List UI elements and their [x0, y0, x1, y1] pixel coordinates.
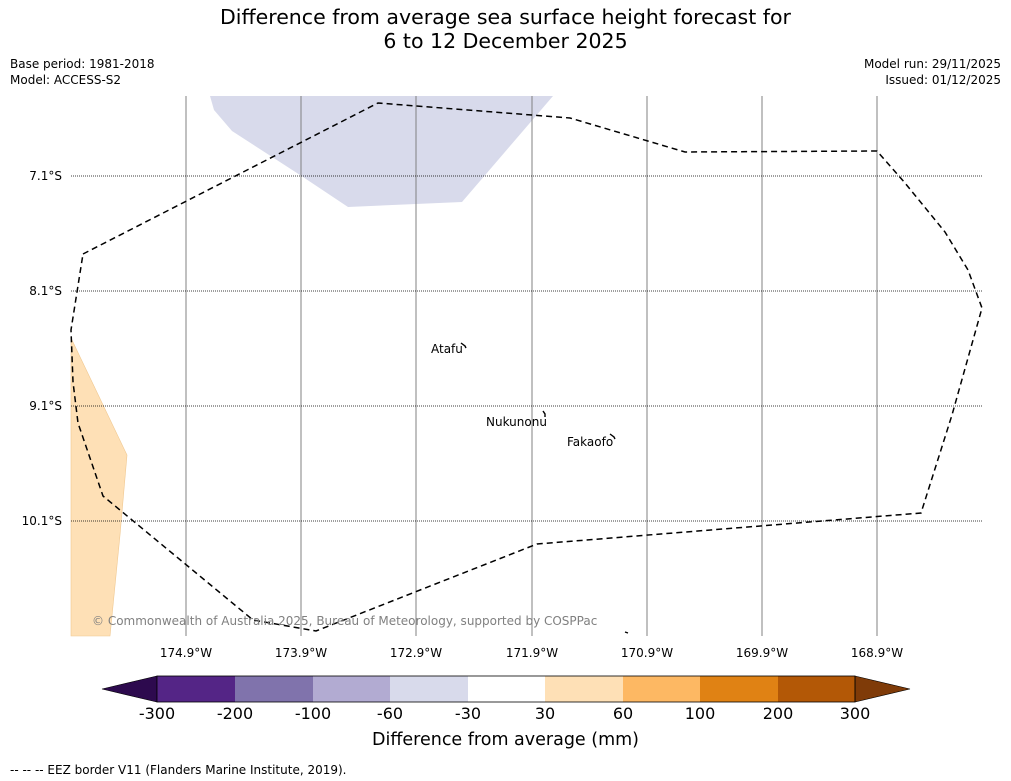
colorbar-tick: 30 [534, 704, 556, 723]
colorbar-tick: -200 [216, 704, 254, 723]
eez-legend-note: -- -- -- EEZ border V11 (Flanders Marine… [10, 763, 347, 777]
latitude-gridlines [71, 175, 982, 522]
atafu-atoll [460, 342, 467, 349]
colorbar-extend-low [101, 675, 158, 703]
colorbar-tick: 200 [762, 704, 794, 723]
base-period: Base period: 1981-2018 [10, 57, 155, 71]
meta-right: Model run: 29/11/2025 Issued: 01/12/2025 [864, 56, 1001, 88]
fakaofo-atoll [609, 433, 616, 440]
model-name: Model: ACCESS-S2 [10, 73, 122, 87]
colorbar-segment [468, 676, 545, 702]
lon-label-173-9: 173.9°W [274, 646, 328, 660]
place-label-nukunonu: Nukunonu [486, 415, 547, 429]
model-run: Model run: 29/11/2025 [863, 57, 1001, 71]
colorbar-tick: 100 [684, 704, 716, 723]
lat-label-10-1: 10.1°S [21, 514, 62, 528]
colorbar-tick: 60 [612, 704, 634, 723]
nukunonu-atoll [542, 410, 546, 417]
lat-label-9-1: 9.1°S [29, 399, 62, 413]
meta-left: Base period: 1981-2018 Model: ACCESS-S2 [10, 56, 155, 88]
swains-island-marker [624, 631, 629, 634]
lon-label-168-9: 168.9°W [850, 646, 904, 660]
eez-border [70, 102, 983, 632]
longitude-gridlines [185, 96, 878, 636]
lon-label-174-9: 174.9°W [159, 646, 213, 660]
issued-date: Issued: 01/12/2025 [885, 73, 1001, 87]
colorbar-tick: -30 [454, 704, 482, 723]
colorbar-segment [545, 676, 623, 702]
colorbar-segment [157, 676, 235, 702]
lon-label-170-9: 170.9°W [620, 646, 674, 660]
title-line-2: 6 to 12 December 2025 [383, 29, 628, 53]
colorbar-tick: -60 [376, 704, 404, 723]
lat-label-7-1: 7.1°S [29, 169, 62, 183]
anomaly-area-negative [210, 96, 553, 207]
colorbar-segment [235, 676, 313, 702]
copyright-notice: © Commonwealth of Australia 2025, Bureau… [92, 614, 598, 628]
colorbar-tick: 300 [839, 704, 871, 723]
place-label-fakaofo: Fakaofo [567, 435, 614, 449]
lat-label-8-1: 8.1°S [29, 284, 62, 298]
colorbar-tick: -300 [138, 704, 176, 723]
colorbar-label: Difference from average (mm) [371, 730, 640, 750]
colorbar-extend-high [854, 675, 911, 703]
colorbar [101, 675, 911, 703]
colorbar-segment [623, 676, 700, 702]
colorbar-segment [313, 676, 390, 702]
title-line-1: Difference from average sea surface heig… [220, 5, 791, 29]
colorbar-segment [778, 676, 855, 702]
place-label-atafu: Atafu [431, 342, 463, 356]
anomaly-area-positive [70, 337, 128, 637]
lon-label-169-9: 169.9°W [735, 646, 789, 660]
colorbar-segment [700, 676, 778, 702]
colorbar-tick: -100 [294, 704, 332, 723]
colorbar-segment [390, 676, 468, 702]
lon-label-171-9: 171.9°W [505, 646, 559, 660]
chart-title: Difference from average sea surface heig… [0, 5, 1011, 53]
colorbar-outline [156, 675, 856, 703]
lon-label-172-9: 172.9°W [389, 646, 443, 660]
